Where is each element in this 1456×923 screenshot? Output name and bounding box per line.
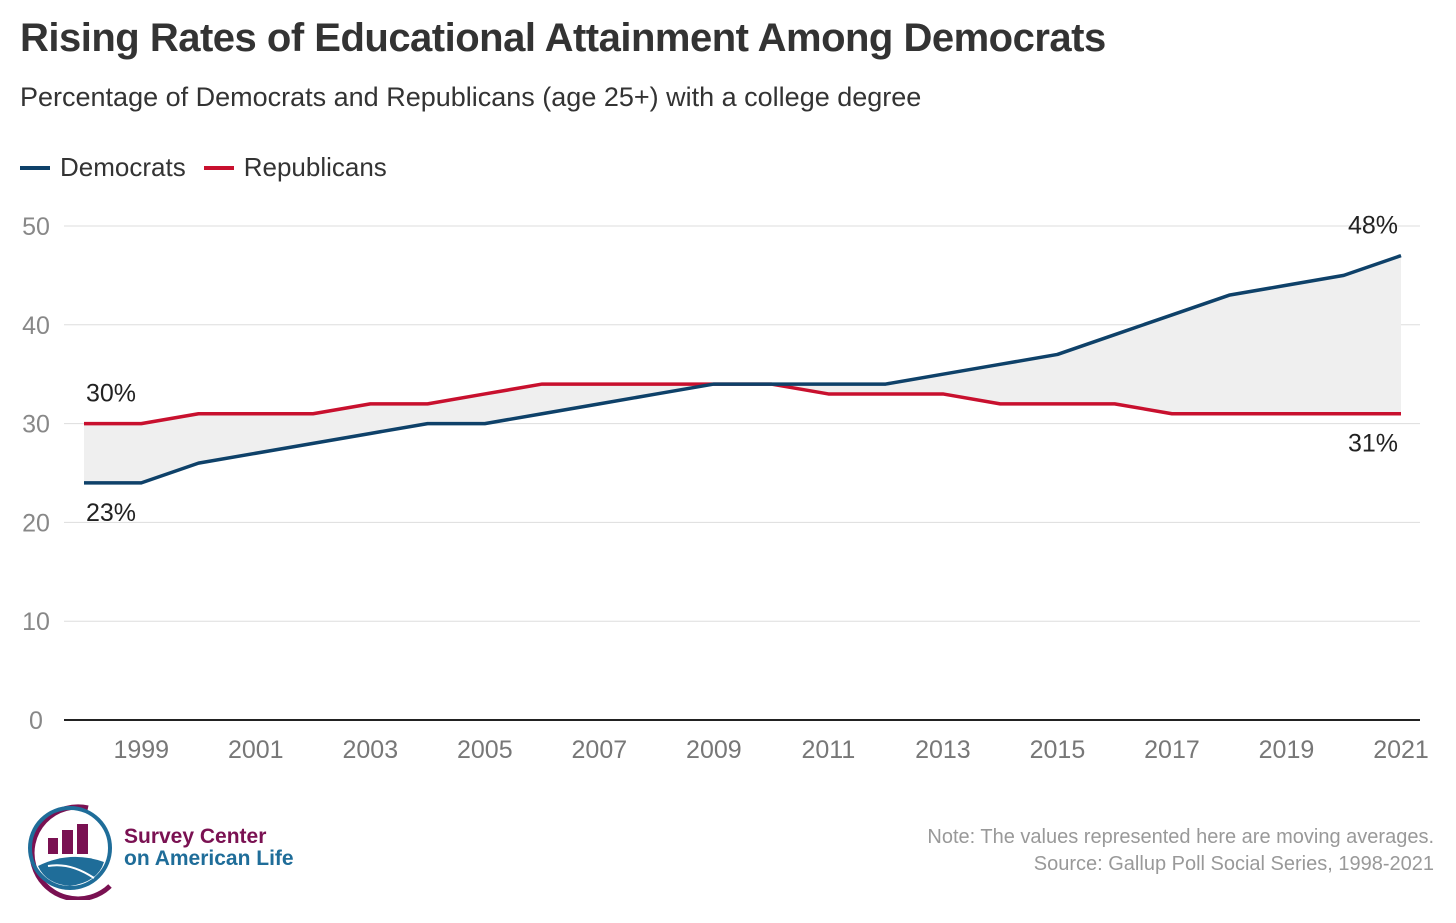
survey-center-logo [28,804,112,900]
x-tick-label: 1999 [113,736,169,764]
y-tick-label: 10 [22,608,50,636]
logo-line1: Survey Center [124,825,267,848]
x-tick-label: 2003 [342,736,398,764]
x-tick-label: 2015 [1030,736,1086,764]
legend-item-democrats: Democrats [20,152,186,183]
legend-swatch-democrats [20,165,50,170]
x-tick-label: 2009 [686,736,742,764]
series-line-democrats [84,253,1402,485]
note-text: Note: The values represented here are mo… [927,826,1434,848]
x-tick-label: 2011 [802,736,856,764]
data-label: 30% [86,380,136,408]
legend-swatch-republicans [203,165,234,170]
legend-label-republicans: Republicans [243,152,387,182]
x-tick-label: 2013 [915,736,971,764]
chart-subtitle: Percentage of Democrats and Republicans … [20,82,922,112]
y-tick-label: 20 [22,509,50,537]
y-tick-label: 50 [22,213,50,241]
logo-text: Survey Center on American Life [124,826,294,870]
x-tick-label: 2007 [572,736,628,764]
x-tick-label: 2005 [457,736,513,764]
y-tick-label: 30 [22,411,50,439]
data-label: 31% [1348,430,1398,458]
y-tick-label: 0 [29,707,43,735]
x-tick-label: 2021 [1373,736,1429,764]
legend-item-republicans: Republicans [203,152,387,183]
x-tick-label: 2001 [228,736,284,764]
y-tick-label: 40 [22,312,50,340]
chart-title: Rising Rates of Educational Attainment A… [20,16,1106,60]
data-label: 48% [1348,212,1398,240]
logo-line2: on American Life [124,847,294,870]
x-tick-label: 2017 [1144,736,1200,764]
chart-note: Note: The values represented here are mo… [927,824,1434,878]
data-label: 23% [86,499,136,527]
source-text: Source: Gallup Poll Social Series, 1998-… [1033,853,1434,875]
legend-label-democrats: Democrats [60,152,186,182]
x-tick-label: 2019 [1259,736,1315,764]
legend: Democrats Republicans [20,152,405,183]
